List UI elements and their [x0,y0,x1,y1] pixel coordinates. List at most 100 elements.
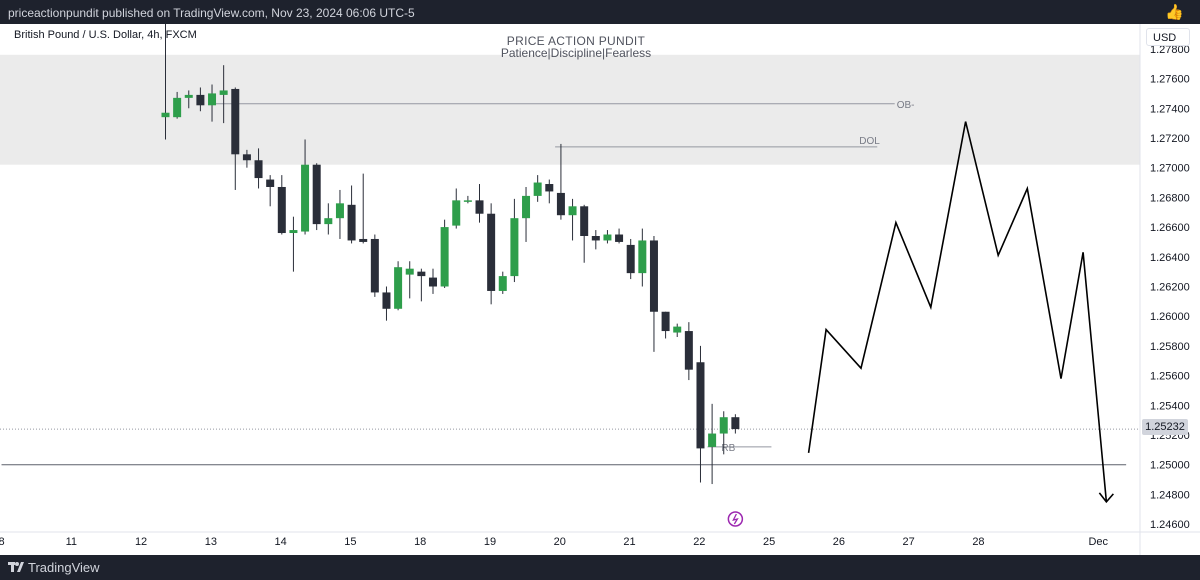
candle-body [498,276,507,291]
candle-body [568,206,577,216]
candle [556,143,565,220]
candle-body [684,331,693,370]
candle [242,149,251,168]
x-tick-label: 26 [833,536,845,548]
candle-body [231,88,240,155]
candle [417,268,426,302]
thumbs-up-icon[interactable]: 👍 [1165,4,1184,21]
last-price-label: 1.25232 [1142,419,1188,435]
candle [289,216,298,272]
chart-canvas[interactable]: 1.27800 1.27600 1.27400 1.27200 1.27000 1.268… [0,24,1200,555]
candle [510,198,519,283]
x-tick-label: 28 [972,536,984,548]
candle-body [463,200,472,202]
y-tick-label: 1.25600 [1150,371,1190,383]
y-tick-label: 1.24800 [1150,489,1190,501]
candle-body [382,292,391,309]
symbol-legend: British Pound / U.S. Dollar, 4h, FXCM [14,29,197,41]
candle [312,163,321,231]
candle [208,84,217,122]
candle-body [428,277,437,287]
chart-area[interactable]: 1.27800 1.27600 1.27400 1.27200 1.27000 1.268… [0,24,1200,555]
candle [684,322,693,381]
candle [382,286,391,321]
candle [591,230,600,250]
candle [661,311,670,339]
y-tick-label: 1.27200 [1150,133,1190,145]
candle-body [673,326,682,333]
candle [266,175,275,207]
candle [673,323,682,337]
candle [731,414,740,434]
candle-body [615,234,624,242]
candle-body [242,154,251,161]
candle-body [591,236,600,241]
y-tick-label: 1.27000 [1150,163,1190,175]
y-tick-label: 1.27600 [1150,74,1190,86]
candle [522,186,531,242]
candle-body [277,186,286,234]
candle-body [208,93,217,106]
y-tick-label: 1.26000 [1150,311,1190,323]
publish-header: priceactionpundit published on TradingVi… [0,0,1200,24]
candle-body [649,240,658,312]
candle-body [661,311,670,332]
candle [196,87,205,112]
candle [603,230,612,244]
x-tick-label: 12 [135,536,147,548]
candle [324,203,333,235]
candle [161,24,170,140]
x-tick-label: 14 [275,536,287,548]
candle [545,179,554,204]
candle [696,345,705,483]
y-tick-label: 1.26400 [1150,252,1190,264]
watermark-title: PRICE ACTION PUNDIT [506,34,646,48]
x-tick-label: 19 [484,536,496,548]
candle [359,173,368,244]
candle-body [452,200,461,226]
tradingview-logo-icon [8,562,24,572]
x-tick-label: 21 [623,536,635,548]
candle [708,403,717,485]
candle [615,228,624,244]
candle-body [347,204,356,241]
x-tick-label: 18 [414,536,426,548]
candle [173,91,182,119]
candle-body [417,271,426,277]
footer-bar: TradingView [0,555,1200,580]
x-tick-label: 15 [344,536,356,548]
candle [277,175,286,235]
x-tick-label: Dec [1088,536,1108,548]
candle-body [324,218,333,225]
candle [335,189,344,239]
premium-zone [0,54,1140,165]
candle-body [522,195,531,219]
y-tick-label: 1.25800 [1150,341,1190,353]
currency-selector[interactable]: USD [1146,28,1190,46]
candle-body [394,267,403,309]
watermark-subtitle: Patience|Discipline|Fearless [500,46,652,60]
candle [533,175,542,202]
x-tick-label: 22 [693,536,705,548]
x-tick-label: 8 [0,536,5,548]
candle-body [580,206,589,236]
x-tick-label: 11 [66,536,77,548]
level-label: DOL [859,136,880,147]
candle-body [696,362,705,449]
candle-body [161,112,170,118]
candle [347,185,356,244]
candle-body [545,184,554,192]
y-tick-label: 1.26200 [1150,282,1190,294]
candle-body [731,417,740,430]
level-label: RB [721,443,735,454]
candle [254,148,263,189]
candle-body [708,433,717,447]
candle-body [475,200,484,214]
x-tick-label: 27 [903,536,915,548]
candle-body [440,227,449,287]
candle-body [510,218,519,277]
candle-body [196,94,205,106]
candle-body [219,90,228,95]
candle [219,65,228,124]
candle [498,271,507,294]
